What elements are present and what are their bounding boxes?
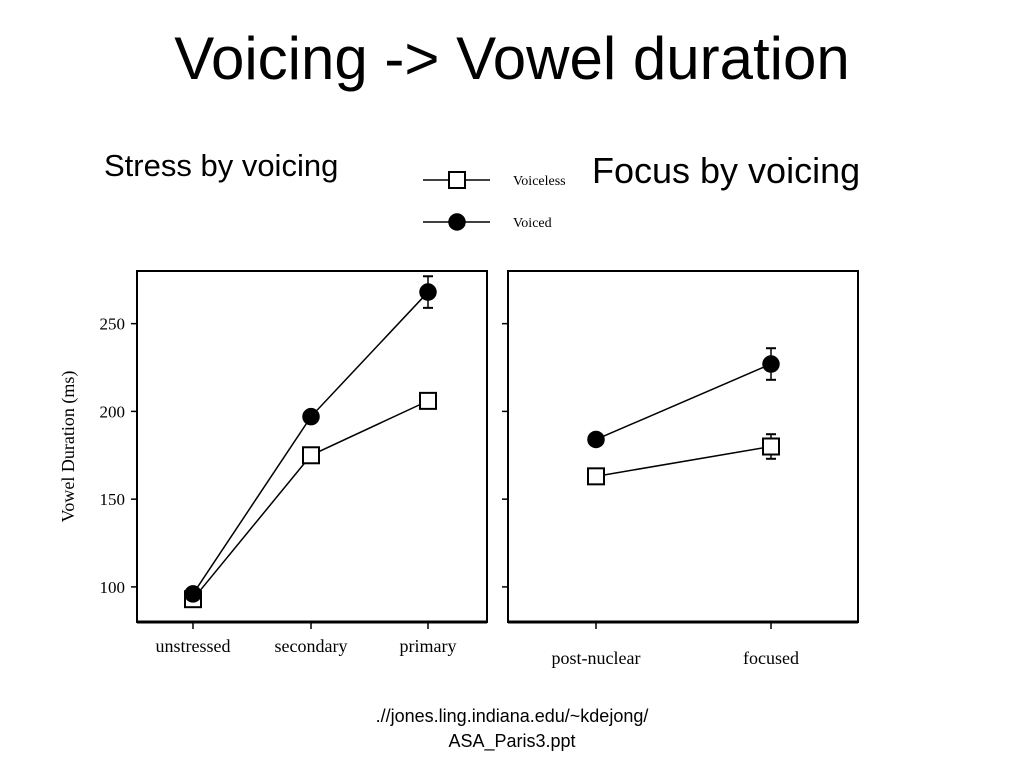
legend-voiceless-label: Voiceless [513,174,566,189]
slide-title: Voicing -> Vowel duration [174,25,850,92]
source-note: .//jones.ling.indiana.edu/~kdejong/ ASA_… [0,704,1024,754]
stress-y-tick-label: 250 [100,315,126,334]
focus-panel-heading: Focus by voicing [592,150,861,191]
stress-panel-heading: Stress by voicing [104,148,339,183]
focus-voiceless-point [587,467,605,486]
stress-voiceless-point [302,446,320,465]
stress-voiced-point [302,407,320,426]
focus-voiced-point [587,430,605,449]
focus-voiceless-point [762,437,780,456]
stress-category-label-secondary: secondary [275,636,348,656]
stress-category-label-unstressed: unstressed [156,636,231,656]
stress-y-axis-label: Vowel Duration (ms) [58,371,79,523]
stress-y-tick-label: 150 [100,490,126,509]
source-file: ASA_Paris3.ppt [448,731,576,751]
focus-voiced-point [762,355,780,373]
focus-category-label-focused: focused [743,648,799,668]
stress-voiceless-point [419,391,437,410]
legend-voiced-label: Voiced [513,216,552,231]
legend-voiceless-marker [448,171,466,189]
focus-voiced-line [595,363,772,441]
focus-category-label-post-nuclear: post-nuclear [552,648,641,668]
stress-y-tick-label: 200 [100,402,126,421]
focus-voiceless-line [595,445,772,478]
stress-voiced-point [184,585,202,603]
focus-plot-frame [507,270,859,623]
legend-voiced-marker [448,213,466,231]
stress-y-tick-label: 100 [100,578,126,597]
stress-voiced-line [192,291,429,595]
stress-voiceless-line [192,400,429,600]
source-url: .//jones.ling.indiana.edu/~kdejong/ [375,706,649,726]
stress-voiced-point [419,283,437,301]
stress-category-label-primary: primary [400,636,457,656]
